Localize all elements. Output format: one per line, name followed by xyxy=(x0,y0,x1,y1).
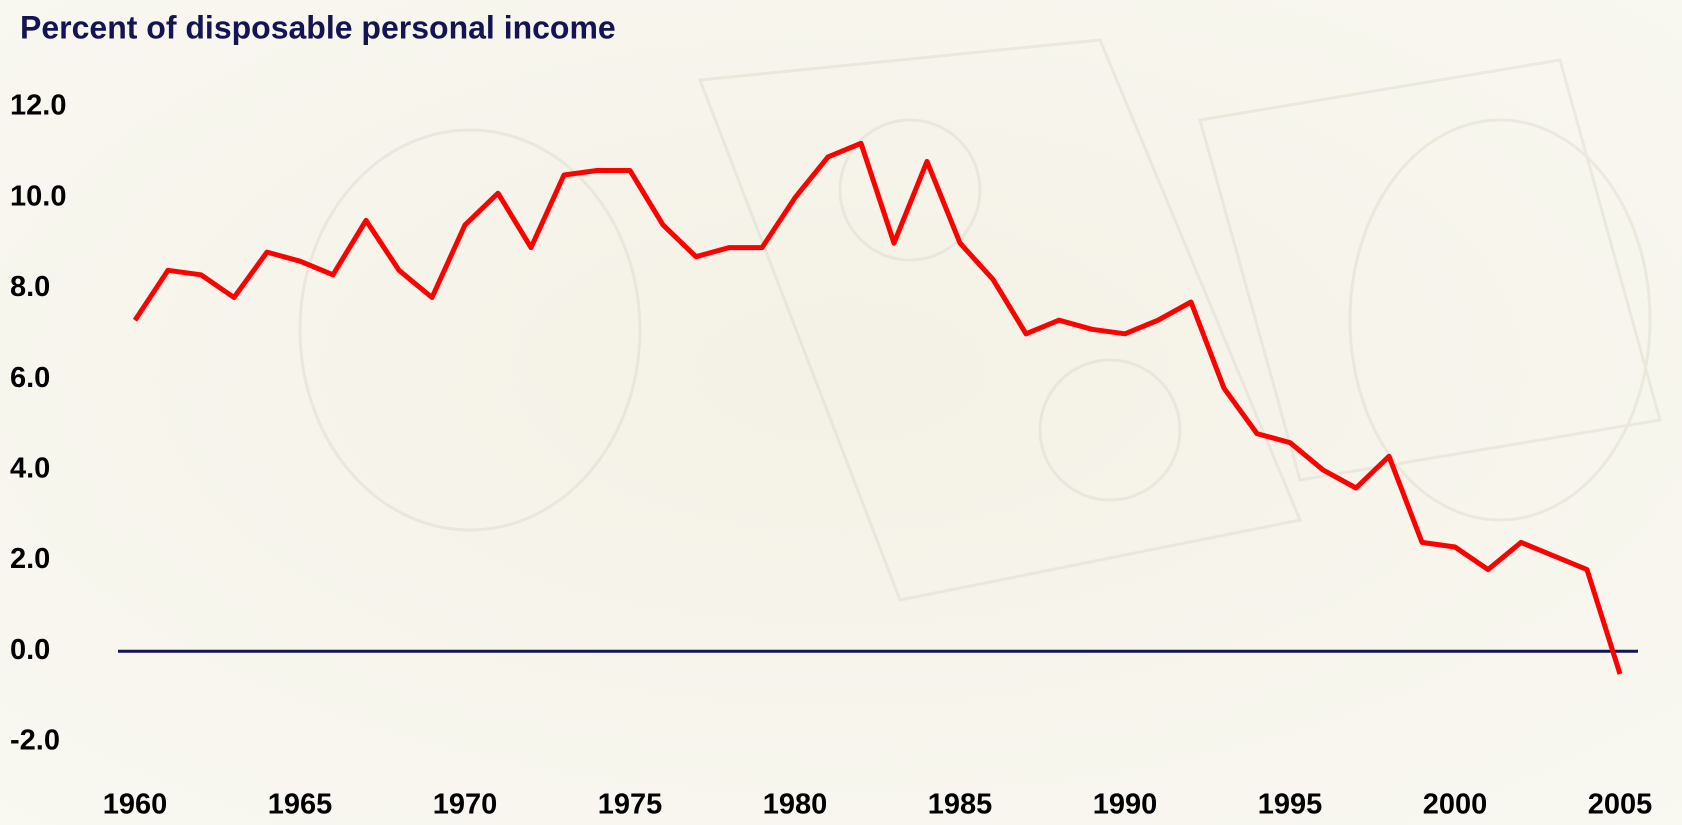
x-tick-label: 1990 xyxy=(1093,789,1158,821)
x-tick-label: 1965 xyxy=(268,789,333,821)
y-tick-label: 10.0 xyxy=(10,180,66,212)
x-tick-label: 1985 xyxy=(928,789,993,821)
y-tick-label: 6.0 xyxy=(10,362,50,394)
data-line xyxy=(132,140,1623,675)
y-tick-label: 2.0 xyxy=(10,543,50,575)
y-tick-label: 12.0 xyxy=(10,90,66,122)
y-tick-label: 8.0 xyxy=(10,271,50,303)
x-tick-label: 2000 xyxy=(1423,789,1488,821)
x-tick-label: 2005 xyxy=(1588,789,1653,821)
x-tick-label: 1980 xyxy=(763,789,828,821)
x-tick-label: 1975 xyxy=(598,789,663,821)
y-tick-label: 4.0 xyxy=(10,453,50,485)
y-tick-label: -2.0 xyxy=(10,725,60,757)
x-tick-label: 1970 xyxy=(433,789,498,821)
x-tick-label: 1995 xyxy=(1258,789,1323,821)
x-tick-label: 1960 xyxy=(103,789,168,821)
chart-title: Percent of disposable personal income xyxy=(20,9,616,45)
y-tick-label: 0.0 xyxy=(10,634,50,666)
background-decoration xyxy=(298,38,1662,602)
